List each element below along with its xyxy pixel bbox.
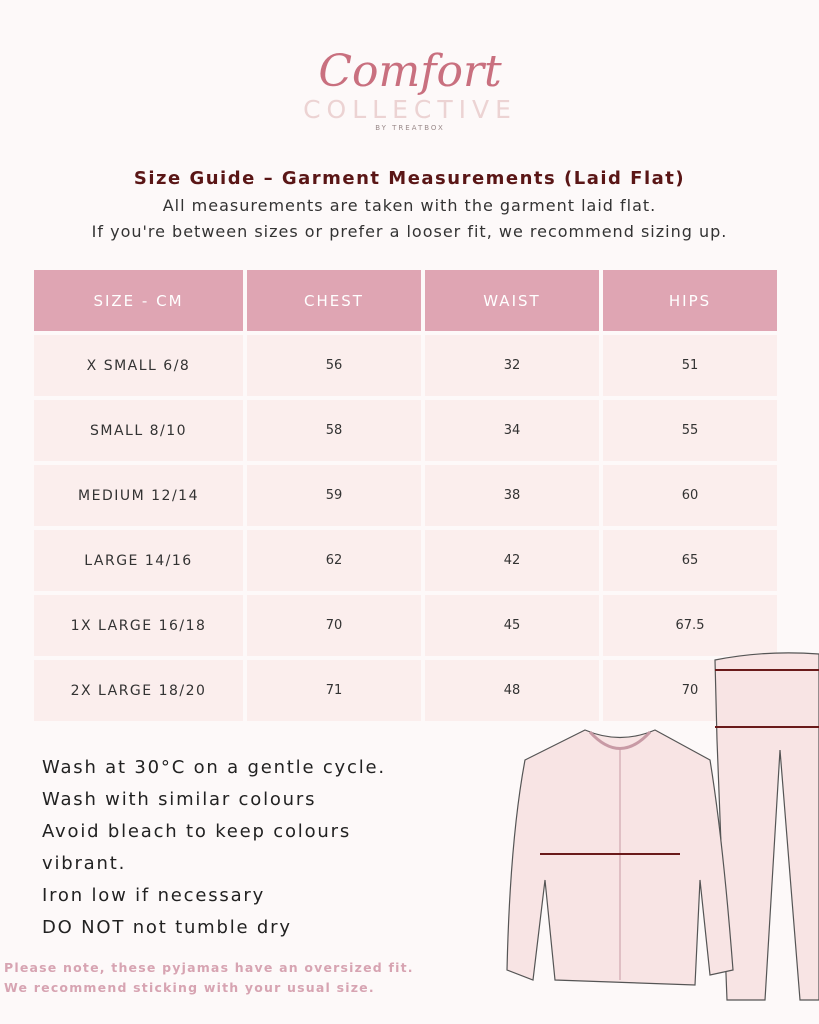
table-row: LARGE 14/16 62 42 65: [34, 530, 777, 591]
care-line: vibrant.: [42, 853, 127, 874]
note-line: We recommend sticking with your usual si…: [4, 980, 375, 995]
hips-cell: 51: [603, 335, 777, 396]
hips-cell: 65: [603, 530, 777, 591]
care-instructions: Wash at 30°C on a gentle cycle. Wash wit…: [42, 752, 386, 944]
size-cell: 2X LARGE 18/20: [34, 660, 243, 721]
waist-cell: 34: [425, 400, 599, 461]
care-line: Wash with similar colours: [42, 789, 317, 810]
waist-cell: 48: [425, 660, 599, 721]
table-row: 1X LARGE 16/18 70 45 67.5: [34, 595, 777, 656]
size-cell: X SMALL 6/8: [34, 335, 243, 396]
note-line: Please note, these pyjamas have an overs…: [4, 960, 414, 975]
fit-note: Please note, these pyjamas have an overs…: [4, 958, 504, 998]
waist-cell: 32: [425, 335, 599, 396]
waist-cell: 42: [425, 530, 599, 591]
care-line: DO NOT not tumble dry: [42, 917, 292, 938]
chest-cell: 70: [247, 595, 421, 656]
table-row: X SMALL 6/8 56 32 51: [34, 335, 777, 396]
size-cell: LARGE 14/16: [34, 530, 243, 591]
waist-cell: 38: [425, 465, 599, 526]
chest-cell: 59: [247, 465, 421, 526]
hips-cell: 67.5: [603, 595, 777, 656]
care-line: Iron low if necessary: [42, 885, 266, 906]
chest-cell: 62: [247, 530, 421, 591]
header-size: SIZE - CM: [34, 270, 243, 331]
hips-cell: 60: [603, 465, 777, 526]
pyjama-illustration: [506, 652, 819, 1001]
brand-logo: Comfort COLLECTIVE BY TREATBOX: [290, 46, 530, 133]
table-row: MEDIUM 12/14 59 38 60: [34, 465, 777, 526]
subtitle-1: All measurements are taken with the garm…: [162, 196, 657, 215]
header-waist: WAIST: [425, 270, 599, 331]
size-cell: 1X LARGE 16/18: [34, 595, 243, 656]
table-row: SMALL 8/10 58 34 55: [34, 400, 777, 461]
header-hips: HIPS: [603, 270, 777, 331]
subtitle-2: If you're between sizes or prefer a loos…: [91, 222, 728, 241]
size-table: SIZE - CM CHEST WAIST HIPS X SMALL 6/8 56…: [30, 266, 781, 725]
care-line: Avoid bleach to keep colours: [42, 821, 352, 842]
chest-cell: 56: [247, 335, 421, 396]
care-line: Wash at 30°C on a gentle cycle.: [42, 757, 386, 778]
table-row: 2X LARGE 18/20 71 48 70: [34, 660, 777, 721]
size-cell: SMALL 8/10: [34, 400, 243, 461]
size-cell: MEDIUM 12/14: [34, 465, 243, 526]
chest-cell: 58: [247, 400, 421, 461]
logo-by: BY TREATBOX: [375, 124, 445, 132]
waist-cell: 45: [425, 595, 599, 656]
chest-cell: 71: [247, 660, 421, 721]
hips-cell: 55: [603, 400, 777, 461]
page-title: Size Guide – Garment Measurements (Laid …: [133, 168, 686, 189]
logo-collective: COLLECTIVE: [303, 95, 517, 124]
header-chest: CHEST: [247, 270, 421, 331]
logo-script: Comfort: [318, 46, 502, 97]
